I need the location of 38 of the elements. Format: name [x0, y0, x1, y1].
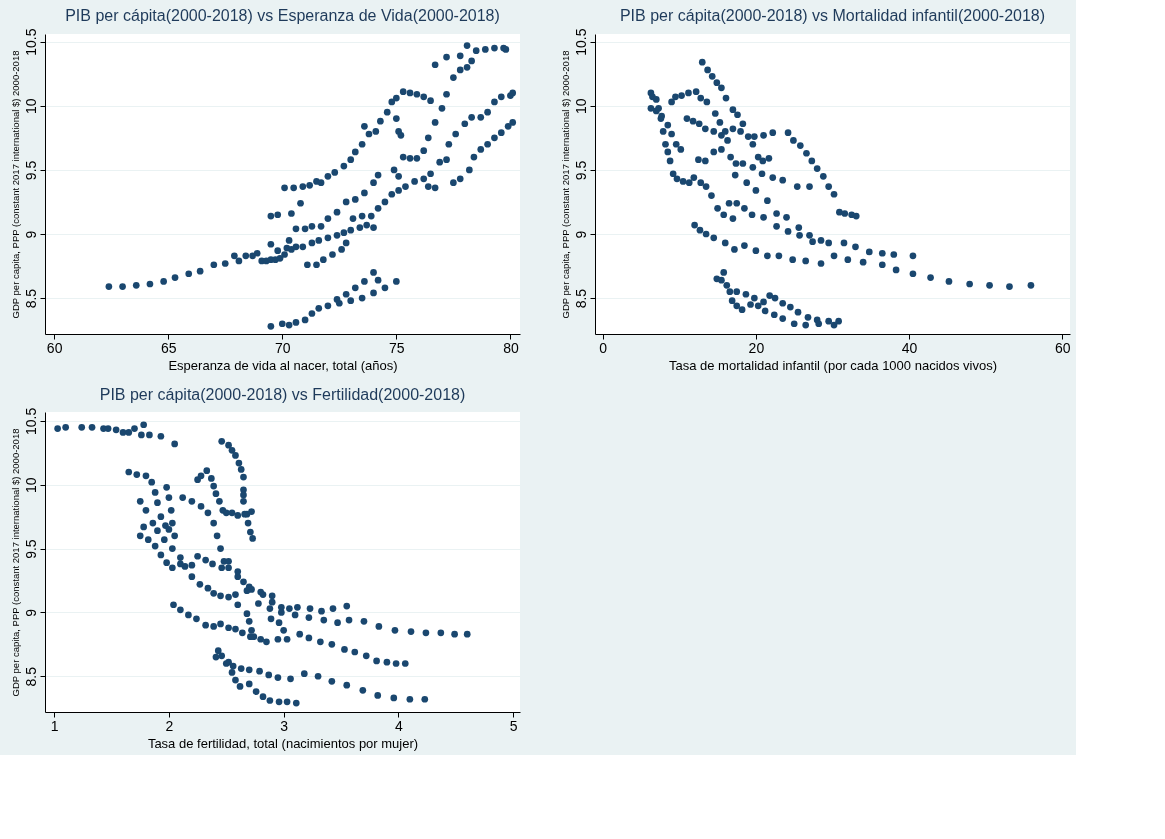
x-axis-title: Tasa de fertilidad, total (nacimientos por mujer)	[147, 735, 419, 751]
x-tick-label: 0	[599, 339, 608, 356]
x-tick-label: 4	[394, 717, 403, 734]
y-tick-label: 9	[572, 230, 589, 239]
chart-title: PIB per cápita(2000-2018) vs Esperanza de Vida(2000-2018)	[65, 7, 500, 25]
y-tick-label: 8.5	[22, 288, 39, 309]
y-tick-label: 8.5	[572, 288, 589, 309]
y-tick-label: 9	[22, 608, 39, 617]
x-tick-label: 3	[280, 717, 289, 734]
y-tick-label: 10	[22, 477, 39, 494]
y-tick-label: 9.5	[22, 160, 39, 181]
x-tick-label: 80	[503, 339, 519, 356]
x-tick-label: 5	[509, 717, 518, 734]
y-axis-title: GDP per capita, PPP (constant 2017 international $) 2000-2018	[559, 50, 571, 319]
x-tick-label: 2	[165, 717, 174, 734]
chart-title: PIB per cápita(2000-2018) vs Mortalidad infantil(2000-2018)	[619, 7, 1046, 25]
x-tick-label: 20	[748, 339, 765, 356]
x-tick-label: 1	[50, 717, 59, 734]
y-tick-label: 10.5	[22, 28, 39, 56]
x-tick-label: 70	[274, 339, 291, 356]
y-tick-label: 8.5	[22, 666, 39, 687]
y-tick-label: 10.5	[572, 28, 589, 56]
x-tick-label: 40	[901, 339, 918, 356]
y-tick-label: 10.5	[22, 407, 39, 436]
x-tick-label: 60	[46, 339, 63, 356]
y-tick-label: 9.5	[22, 539, 39, 559]
y-tick-label: 9.5	[572, 160, 589, 181]
x-tick-label: 75	[389, 339, 405, 356]
y-axis-title: GDP per capita, PPP (constant 2017 international $) 2000-2018	[9, 428, 21, 697]
y-axis-title: GDP per capita, PPP (constant 2017 international $) 2000-2018	[9, 50, 21, 319]
y-tick-label: 10	[22, 98, 39, 115]
y-tick-label: 9	[22, 230, 39, 239]
x-tick-label: 60	[1055, 339, 1071, 356]
chart-title: PIB per cápita(2000-2018) vs Fertilidad(2000-2018)	[99, 386, 466, 404]
x-axis-title: Esperanza de vida al nacer, total (años)	[168, 357, 398, 373]
x-tick-label: 65	[160, 339, 177, 356]
y-tick-label: 10	[572, 98, 589, 115]
x-axis-title: Tasa de mortalidad infantil (por cada 1000 nacidos vivos)	[668, 357, 998, 373]
